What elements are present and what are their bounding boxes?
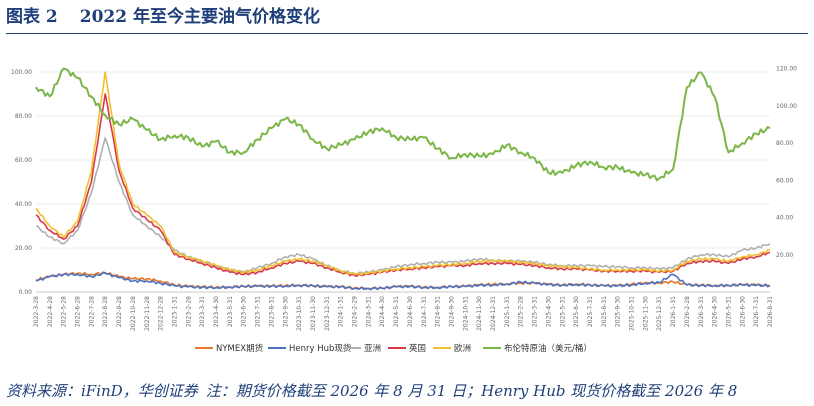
y-left-tick: 0.00 <box>19 289 33 296</box>
x-tick: 2022-5-28 <box>61 296 68 327</box>
x-tick: 2023-5-31 <box>227 296 234 327</box>
x-tick: 2025-8-31 <box>601 296 608 327</box>
x-tick: 2025-3-31 <box>532 296 539 327</box>
x-tick: 2023-1-31 <box>171 296 178 327</box>
x-tick: 2025-12-31 <box>656 296 663 331</box>
legend-label: 布伦特原油（美元/桶） <box>504 343 592 354</box>
y-right-tick: 20.00 <box>776 252 793 259</box>
x-tick: 2022-3-28 <box>33 296 40 327</box>
x-tick: 2026-5-31 <box>725 296 732 327</box>
y-left-tick: 40.00 <box>15 201 32 208</box>
x-tick: 2025-7-31 <box>587 296 594 327</box>
x-tick: 2024-10-31 <box>462 296 469 331</box>
source-footnote: 注：期货价格截至 2026 年 8 月 31 日；Henry Hub 现货价格截… <box>205 382 738 400</box>
x-tick: 2024-6-30 <box>407 296 414 327</box>
x-tick: 2025-6-30 <box>573 296 580 327</box>
x-tick: 2024-3-31 <box>365 296 372 327</box>
x-tick: 2024-7-31 <box>421 296 428 327</box>
x-tick: 2024-11-30 <box>476 296 483 331</box>
y-right-tick: 100.00 <box>776 103 797 110</box>
x-tick: 2022-6-28 <box>75 296 82 327</box>
x-tick: 2024-2-29 <box>352 296 359 327</box>
source-text: 资料来源：iFinD，华创证券 <box>6 382 198 400</box>
x-tick: 2024-1-31 <box>338 296 345 327</box>
legend-label: Henry Hub现货 <box>289 343 352 354</box>
figure-label: 图表 2 <box>6 7 58 27</box>
x-tick: 2023-6-30 <box>241 296 248 327</box>
legend-label: 亚洲 <box>364 344 381 354</box>
x-tick: 2025-10-31 <box>629 296 636 331</box>
x-tick: 2026-1-31 <box>670 296 677 327</box>
series-line <box>35 93 771 277</box>
x-tick: 2025-1-31 <box>504 296 511 327</box>
legend-label: NYMEX期货 <box>216 343 264 354</box>
series-line <box>35 67 771 182</box>
y-right-tick: 40.00 <box>776 215 793 222</box>
x-tick: 2022-7-28 <box>88 296 95 327</box>
x-tick: 2023-4-30 <box>213 296 220 327</box>
x-tick: 2026-6-30 <box>739 296 746 327</box>
x-tick: 2022-12-28 <box>158 296 165 331</box>
x-tick: 2026-8-31 <box>767 296 774 327</box>
x-tick: 2024-8-31 <box>435 296 442 327</box>
y-left-tick: 20.00 <box>15 245 32 252</box>
series-line <box>35 137 771 276</box>
y-right-tick: 80.00 <box>776 140 793 147</box>
x-tick: 2022-8-28 <box>102 296 109 327</box>
x-tick: 2025-9-30 <box>615 296 622 327</box>
x-tick: 2023-3-31 <box>199 296 206 327</box>
oil-gas-price-chart: 0.00 20.00 40.00 60.00 80.00 100.00 20.00 40.00… <box>11 66 797 354</box>
y-right-tick: 60.00 <box>776 177 793 184</box>
x-tick: 2025-2-28 <box>518 296 525 327</box>
x-tick: 2022-4-28 <box>47 296 54 327</box>
figure-title: 图表 2 2022 年至今主要油气价格变化 <box>6 4 320 30</box>
x-tick: 2024-12-31 <box>490 296 497 331</box>
x-tick: 2022-10-28 <box>130 296 137 331</box>
series-line <box>35 71 771 276</box>
y-left-tick: 100.00 <box>11 69 32 76</box>
x-tick: 2023-11-30 <box>310 296 317 331</box>
x-tick: 2023-2-28 <box>185 296 192 327</box>
x-tick: 2025-5-31 <box>559 296 566 327</box>
series-line <box>35 271 771 291</box>
x-tick: 2024-9-30 <box>448 296 455 327</box>
x-tick: 2024-5-31 <box>393 296 400 327</box>
legend-label: 欧洲 <box>454 343 471 354</box>
x-tick: 2023-10-31 <box>296 296 303 331</box>
y-left-tick: 80.00 <box>15 113 32 120</box>
y-left-tick: 60.00 <box>15 157 32 164</box>
x-tick: 2026-4-30 <box>712 296 719 327</box>
x-tick: 2022-11-28 <box>144 296 151 331</box>
x-tick: 2024-4-30 <box>379 296 386 327</box>
x-tick: 2025-11-30 <box>642 296 649 331</box>
x-tick: 2023-8-31 <box>268 296 275 327</box>
figure-title-text: 2022 年至今主要油气价格变化 <box>79 7 320 27</box>
x-tick: 2026-3-31 <box>698 296 705 327</box>
title-rule <box>6 33 808 34</box>
x-tick: 2025-4-30 <box>545 296 552 327</box>
x-tick: 2022-9-28 <box>116 296 123 327</box>
source-note: 资料来源：iFinD，华创证券 注：期货价格截至 2026 年 8 月 31 日；… <box>6 380 745 401</box>
x-tick: 2023-12-31 <box>324 296 331 331</box>
y-right-tick: 120.00 <box>776 66 797 73</box>
x-tick: 2026-2-28 <box>684 296 691 327</box>
legend-label: 英国 <box>409 343 426 354</box>
x-tick: 2026-7-31 <box>753 296 760 327</box>
x-tick: 2023-7-31 <box>255 296 262 327</box>
x-tick: 2023-9-30 <box>282 296 289 327</box>
